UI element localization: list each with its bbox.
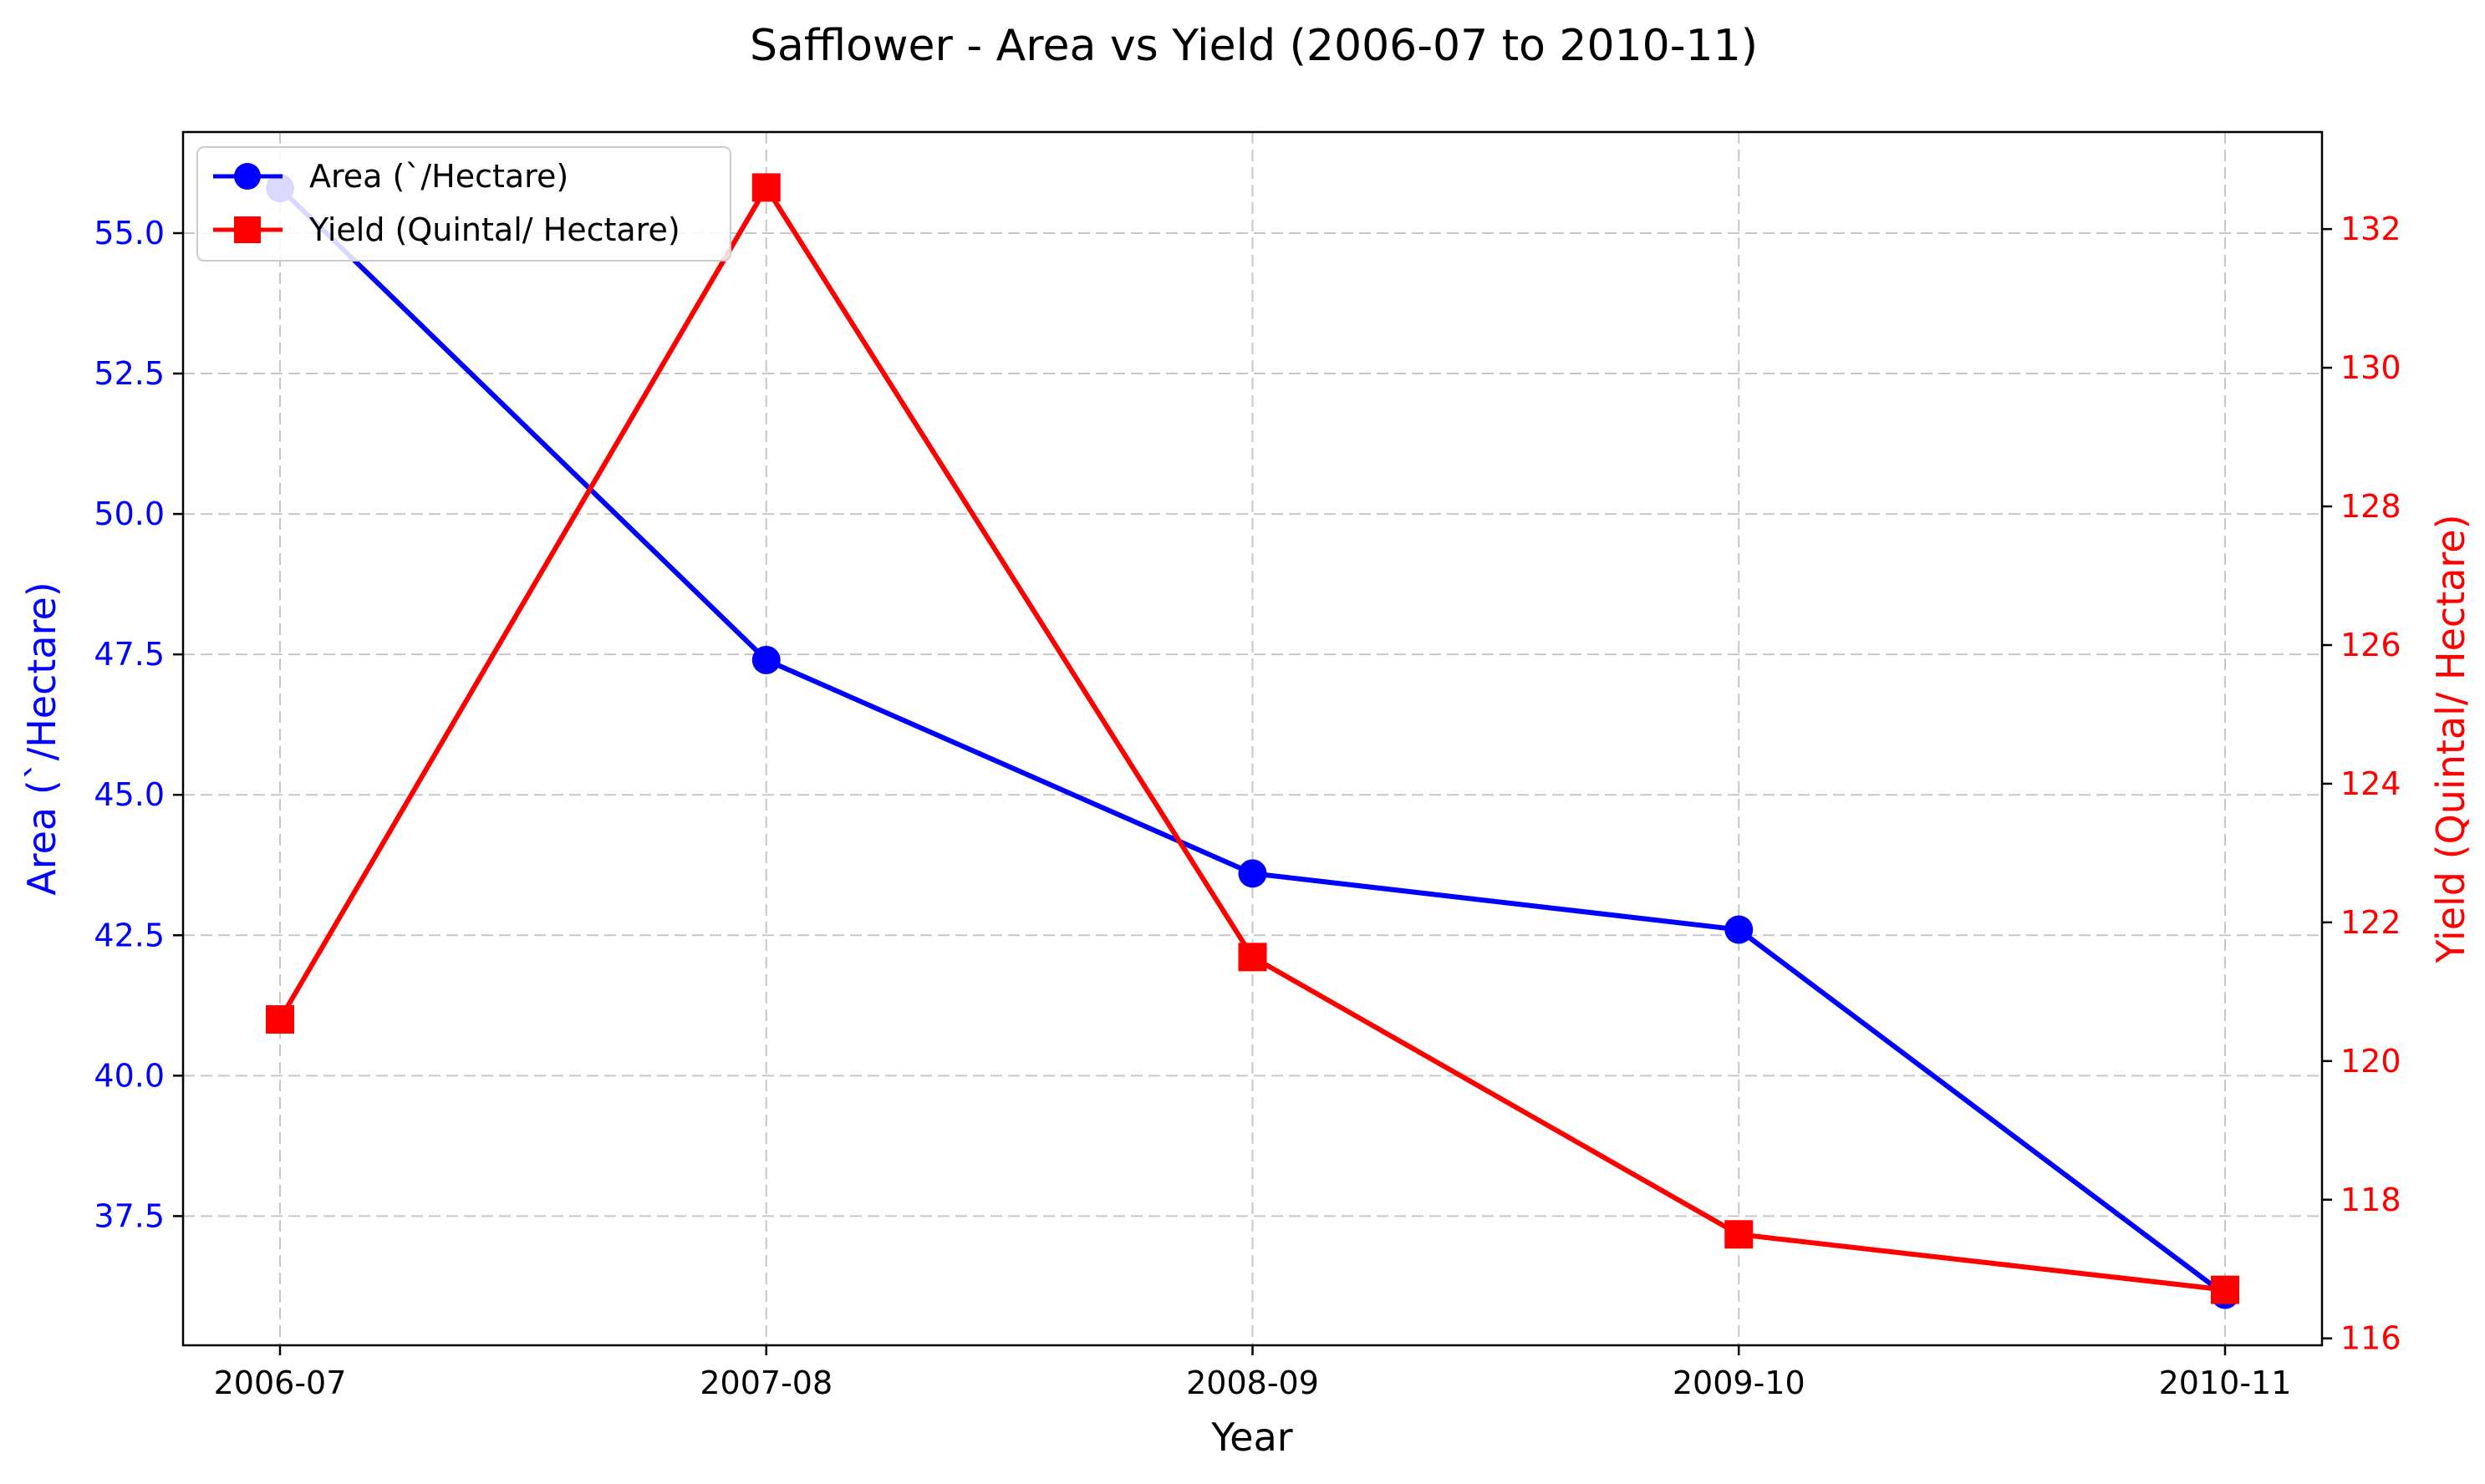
- x-tick-label: 2006-07: [214, 1365, 347, 1401]
- legend: Area (`/Hectare) Yield (Quintal/ Hectare…: [196, 146, 731, 262]
- area-data-point: [1724, 915, 1754, 944]
- area-data-point: [1238, 859, 1267, 888]
- legend-box: [196, 146, 731, 262]
- yield-data-point: [1724, 1220, 1754, 1249]
- legend-area-label: Area (`/Hectare): [309, 158, 568, 195]
- right-y-tick-label: 120: [2340, 1043, 2401, 1080]
- right-y-tick-label: 116: [2340, 1320, 2401, 1357]
- left-y-tick-label: 45.0: [94, 776, 165, 813]
- series-layer: [266, 173, 2239, 1309]
- right-y-tick-label: 124: [2340, 765, 2401, 802]
- left-y-tick-label: 55.0: [94, 215, 165, 252]
- left-y-tick-label: 50.0: [94, 496, 165, 532]
- left-y-tick-label: 40.0: [94, 1057, 165, 1094]
- right-y-tick-label: 122: [2340, 904, 2401, 941]
- legend-yield-label: Yield (Quintal/ Hectare): [308, 211, 680, 248]
- left-y-tick-label: 37.5: [94, 1197, 165, 1234]
- right-y-tick-label: 130: [2340, 349, 2401, 386]
- yield-data-point: [266, 1005, 294, 1034]
- chart-title: Safflower - Area vs Yield (2006-07 to 20…: [750, 21, 1758, 71]
- x-tick-label: 2008-09: [1186, 1365, 1319, 1401]
- x-axis-label: Year: [1210, 1415, 1292, 1460]
- legend-area-marker: [234, 163, 261, 190]
- left-y-tick-label: 42.5: [94, 917, 165, 953]
- yield-data-point: [2211, 1275, 2239, 1304]
- left-axis-label: Area (`/Hectare): [19, 582, 64, 895]
- right-axis: 116 118 120 122 124 126 128 130 132: [2322, 211, 2401, 1357]
- left-y-tick-label: 52.5: [94, 355, 165, 392]
- legend-yield-marker: [234, 216, 261, 243]
- yield-data-point: [1238, 943, 1267, 972]
- right-y-tick-label: 118: [2340, 1182, 2401, 1218]
- right-axis-label: Yield (Quintal/ Hectare): [2428, 514, 2473, 963]
- x-tick-label: 2007-08: [700, 1365, 833, 1401]
- left-axis: 37.5 40.0 42.5 45.0 47.5 50.0 52.5 55.0: [94, 215, 183, 1234]
- x-tick-label: 2009-10: [1673, 1365, 1805, 1401]
- right-y-tick-label: 126: [2340, 627, 2401, 663]
- right-y-tick-label: 128: [2340, 488, 2401, 525]
- x-tick-label: 2010-11: [2159, 1365, 2292, 1401]
- right-y-tick-label: 132: [2340, 211, 2401, 247]
- x-axis: 2006-07 2007-08 2008-09 2009-10 2010-11: [214, 1345, 2292, 1401]
- yield-data-point: [751, 173, 781, 202]
- left-y-tick-label: 47.5: [94, 636, 165, 673]
- area-data-point: [751, 645, 781, 674]
